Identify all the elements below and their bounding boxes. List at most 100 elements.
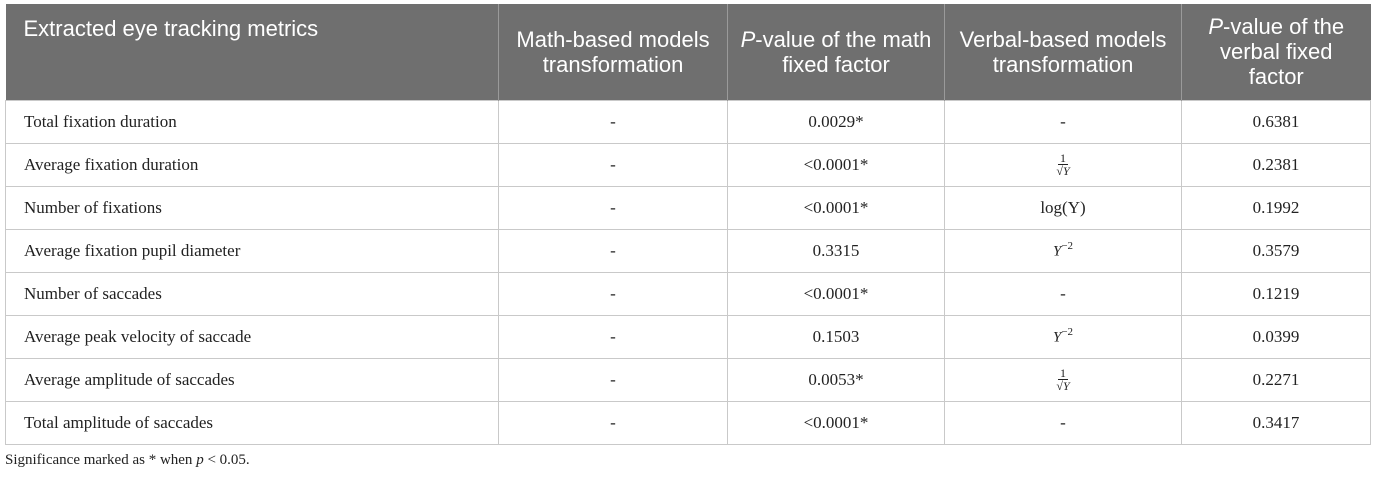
numerator: 1 bbox=[1057, 366, 1068, 380]
table-row: Average fixation duration - <0.0001* 1 √Y 0.2… bbox=[5, 142, 1371, 187]
denominator: √Y bbox=[1056, 164, 1070, 178]
fraction: 1 √Y bbox=[1056, 152, 1069, 177]
table-cell: - bbox=[498, 271, 728, 316]
table-cell: - bbox=[944, 400, 1182, 445]
table-cell: 0.0399 bbox=[1181, 314, 1371, 359]
cell-text: 0.2271 bbox=[1252, 369, 1300, 389]
table-cell: - bbox=[498, 185, 728, 230]
table-cell: Number of saccades bbox=[5, 271, 499, 316]
data-table: Extracted eye tracking metrics Math-based… bbox=[5, 4, 1371, 445]
cell-text: 0.0053* bbox=[808, 369, 864, 389]
cell-text: 0.3315 bbox=[812, 240, 860, 260]
cell-text: 0.3417 bbox=[1252, 412, 1300, 432]
cell-text: 0.2381 bbox=[1252, 154, 1300, 174]
table-cell: 0.1992 bbox=[1181, 185, 1371, 230]
table-row: Average fixation pupil diameter - 0.3315 Y−… bbox=[5, 228, 1371, 273]
fraction: 1 √Y bbox=[1056, 367, 1069, 392]
table-cell: <0.0001* bbox=[727, 400, 945, 445]
cell-text: <0.0001* bbox=[803, 283, 869, 303]
header-cell: Math-based models transformation bbox=[498, 4, 728, 100]
table-cell: Total fixation duration bbox=[5, 99, 499, 144]
cell-text: - bbox=[610, 197, 616, 217]
cell-text: Number of saccades bbox=[24, 283, 162, 303]
cell-text: - bbox=[1060, 283, 1066, 303]
table-cell: Average fixation duration bbox=[5, 142, 499, 187]
table-cell: - bbox=[944, 271, 1182, 316]
cell-text: Average amplitude of saccades bbox=[24, 369, 235, 389]
footnote-text: Significance marked as * when bbox=[5, 452, 197, 468]
header-text: Extracted eye tracking metrics bbox=[23, 16, 319, 41]
table-cell: <0.0001* bbox=[727, 185, 945, 230]
cell-text: 0.1219 bbox=[1252, 283, 1300, 303]
table-cell: Number of fixations bbox=[5, 185, 499, 230]
cell-text: - bbox=[610, 240, 616, 260]
cell-text: 0.1992 bbox=[1252, 197, 1300, 217]
cell-text: log(Y) bbox=[1040, 197, 1086, 217]
table-cell: 0.3417 bbox=[1181, 400, 1371, 445]
cell-text: <0.0001* bbox=[803, 412, 869, 432]
cell-text: Average fixation duration bbox=[24, 154, 199, 174]
header-text: P-value of the math fixed factor bbox=[740, 26, 932, 77]
table-cell: 0.1503 bbox=[727, 314, 945, 359]
table-cell: - bbox=[498, 142, 728, 187]
table-cell: <0.0001* bbox=[727, 142, 945, 187]
denominator: √Y bbox=[1056, 379, 1070, 393]
table-row: Average amplitude of saccades - 0.0053* 1 √Y… bbox=[5, 357, 1371, 402]
table-cell: <0.0001* bbox=[727, 271, 945, 316]
table-cell: 0.2381 bbox=[1181, 142, 1371, 187]
base: Y bbox=[1052, 243, 1062, 260]
cell-text: - bbox=[610, 111, 616, 131]
cell-text: Total amplitude of saccades bbox=[24, 412, 214, 432]
table-row: Number of fixations - <0.0001* log(Y) 0.1992 bbox=[5, 185, 1371, 230]
table-cell: Y−2 bbox=[944, 228, 1182, 273]
table-cell: 0.3579 bbox=[1181, 228, 1371, 273]
footnote: Significance marked as * when p < 0.05. bbox=[5, 452, 250, 469]
exponent: −2 bbox=[1061, 240, 1074, 253]
header-cell: Verbal-based models transformation bbox=[944, 4, 1182, 100]
table-cell: 0.0053* bbox=[727, 357, 945, 402]
table-row: Total amplitude of saccades - <0.0001* - 0.3… bbox=[5, 400, 1371, 445]
table-body: Total fixation duration - 0.0029* - 0.6381 Av… bbox=[5, 99, 1371, 445]
cell-text: - bbox=[610, 154, 616, 174]
table-cell: 1 √Y bbox=[944, 357, 1182, 402]
table-row: Average peak velocity of saccade - 0.1503 Y… bbox=[5, 314, 1371, 359]
table-cell: 1 √Y bbox=[944, 142, 1182, 187]
table-cell: Average peak velocity of saccade bbox=[5, 314, 499, 359]
table-cell: - bbox=[498, 357, 728, 402]
base: Y bbox=[1052, 329, 1062, 346]
cell-text: Average fixation pupil diameter bbox=[24, 240, 241, 260]
table-cell: 0.1219 bbox=[1181, 271, 1371, 316]
table-cell: - bbox=[498, 228, 728, 273]
table-cell: - bbox=[498, 99, 728, 144]
cell-text: Average peak velocity of saccade bbox=[24, 326, 252, 346]
table-row: Number of saccades - <0.0001* - 0.1219 bbox=[5, 271, 1371, 316]
header-cell: Extracted eye tracking metrics bbox=[5, 4, 499, 100]
table-cell: Y−2 bbox=[944, 314, 1182, 359]
cell-text: - bbox=[610, 412, 616, 432]
table-cell: - bbox=[498, 400, 728, 445]
cell-text: 0.0029* bbox=[808, 111, 864, 131]
footnote-text: < 0.05. bbox=[203, 452, 250, 468]
header-text: Verbal-based models transformation bbox=[959, 26, 1167, 77]
cell-text: 0.0399 bbox=[1252, 326, 1300, 346]
exponent: −2 bbox=[1061, 326, 1074, 339]
table-cell: - bbox=[498, 314, 728, 359]
header-cell: P-value of the math fixed factor bbox=[727, 4, 945, 100]
cell-text: 0.3579 bbox=[1252, 240, 1300, 260]
cell-text: 0.6381 bbox=[1252, 111, 1300, 131]
cell-text: 0.1503 bbox=[812, 326, 860, 346]
cell-text: - bbox=[610, 369, 616, 389]
cell-text: - bbox=[610, 326, 616, 346]
cell-text: - bbox=[610, 283, 616, 303]
cell-text: - bbox=[1060, 412, 1066, 432]
cell-text: <0.0001* bbox=[803, 154, 869, 174]
header-text: P-value of the verbal fixed factor bbox=[1208, 14, 1345, 90]
table-cell: 0.6381 bbox=[1181, 99, 1371, 144]
cell-text: - bbox=[1060, 111, 1066, 131]
cell-text: <0.0001* bbox=[803, 197, 869, 217]
table-cell: 0.0029* bbox=[727, 99, 945, 144]
header-text: Math-based models transformation bbox=[516, 26, 710, 77]
numerator: 1 bbox=[1057, 151, 1068, 165]
table-cell: Average fixation pupil diameter bbox=[5, 228, 499, 273]
